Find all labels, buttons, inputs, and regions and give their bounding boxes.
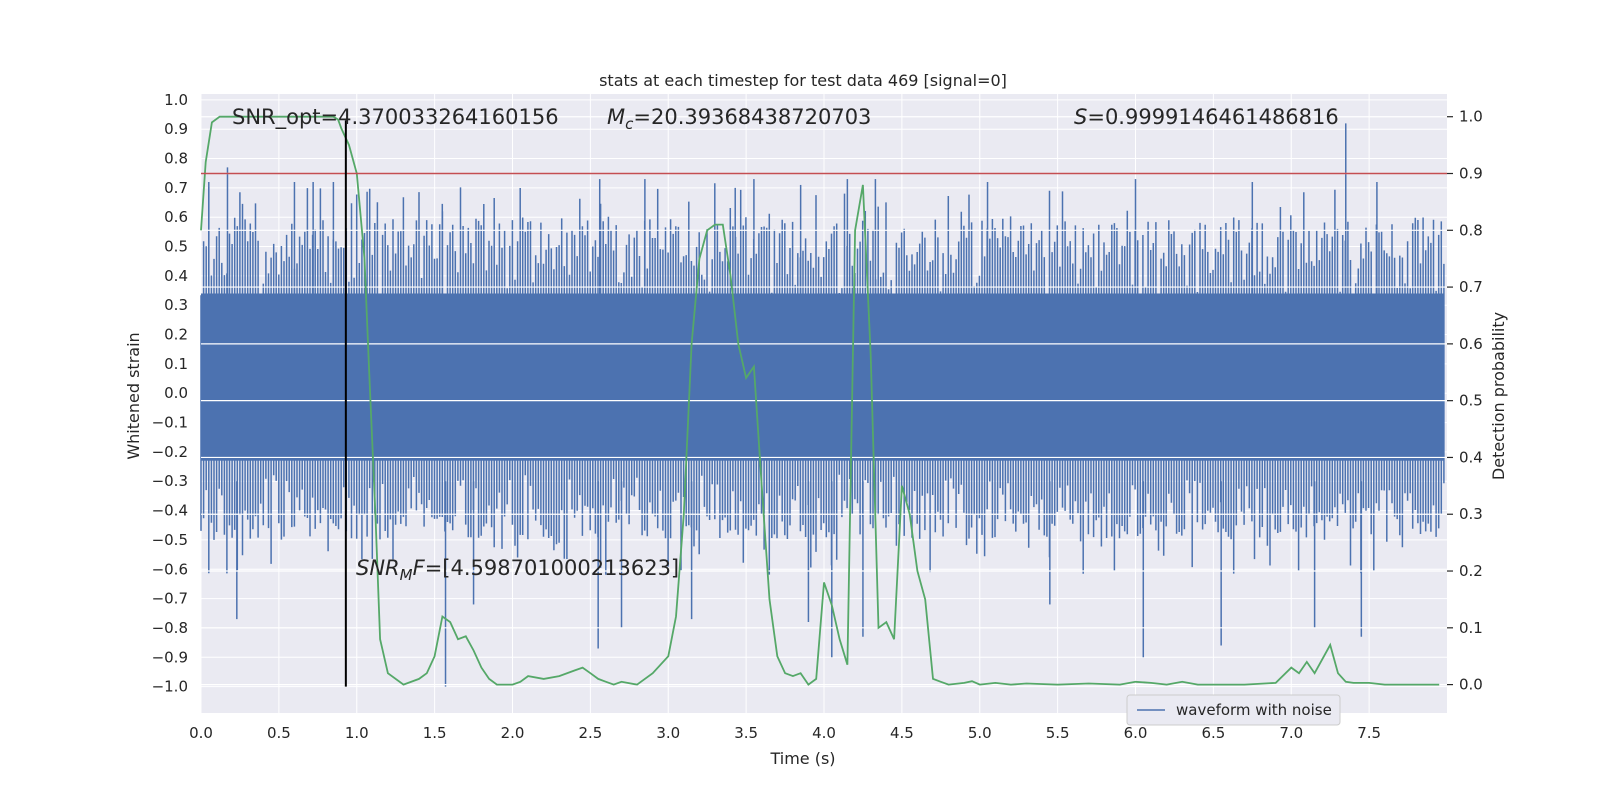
- snr-mf-f: F: [413, 556, 426, 580]
- y-left-tick-label: 1.0: [164, 91, 188, 109]
- y-right-tick-label: 0.9: [1459, 165, 1483, 183]
- y-right-tick-label: 0.8: [1459, 221, 1483, 239]
- waveform-dense-band: [201, 293, 1444, 461]
- y-left-tick-label: −0.4: [152, 502, 188, 520]
- chart-title: stats at each timestep for test data 469…: [599, 71, 1007, 90]
- y-left-tick-label: 0.7: [164, 179, 188, 197]
- y-left-tick-label: 0.9: [164, 120, 188, 138]
- x-tick-label: 0.0: [189, 724, 213, 742]
- y-right-tick-label: 0.4: [1459, 448, 1483, 466]
- x-axis-ticks: 0.0 0.5 1.0 1.5 2.0 2.5 3.0 3.5 4.0 4.5 5.0 5.5 6.0 6…: [189, 724, 1381, 742]
- y-right-tick-label: 0.7: [1459, 278, 1483, 296]
- y-left-tick-label: −1.0: [152, 678, 188, 696]
- y-right-tick-label: 0.3: [1459, 505, 1483, 523]
- s-symbol: S: [1074, 105, 1087, 129]
- y-left-tick-label: −0.5: [152, 531, 188, 549]
- x-tick-label: 5.0: [968, 724, 992, 742]
- x-tick-label: 7.5: [1357, 724, 1381, 742]
- y-left-tick-label: −0.8: [152, 619, 188, 637]
- snr-mf-symbol: SNR: [356, 556, 400, 580]
- x-tick-label: 1.5: [423, 724, 447, 742]
- y-right-tick-label: 0.6: [1459, 335, 1483, 353]
- y-left-tick-label: 0.0: [164, 384, 188, 402]
- y-left-tick-label: 0.2: [164, 326, 188, 344]
- y-left-tick-label: −0.7: [152, 590, 188, 608]
- legend: waveform with noise: [1126, 694, 1341, 726]
- x-tick-label: 2.0: [501, 724, 525, 742]
- x-tick-label: 2.5: [578, 724, 602, 742]
- x-tick-label: 4.5: [890, 724, 914, 742]
- y-left-tick-label: −0.6: [152, 560, 188, 578]
- y-left-tick-label: 0.5: [164, 238, 188, 256]
- detection-probability-series: [200, 115, 1440, 686]
- y-left-tick-label: 0.8: [164, 150, 188, 168]
- y-left-tick-label: 0.1: [164, 355, 188, 373]
- y-left-axis-label: Whitened strain: [124, 332, 143, 459]
- y-right-tick-label: 0.5: [1459, 392, 1483, 410]
- y-right-tick-label: 1.0: [1459, 108, 1483, 126]
- snr-mf-annotation: SNRMF=[4.598701000213623]: [356, 556, 679, 584]
- x-tick-label: 4.0: [812, 724, 836, 742]
- y-right-axis-ticks: 1.0 0.9 0.8 0.7 0.6 0.5 0.4 0.3 0.2 0.1 0.0: [1447, 108, 1483, 694]
- snr-opt-annotation: SNR_opt=4.370033264160156: [232, 105, 559, 130]
- y-left-tick-label: −0.9: [152, 648, 188, 666]
- mc-value: =20.39368438720703: [633, 105, 871, 129]
- y-left-tick-label: −0.2: [152, 443, 188, 461]
- y-right-tick-label: 0.1: [1459, 619, 1483, 637]
- x-tick-label: 0.5: [267, 724, 291, 742]
- x-tick-label: 6.0: [1124, 724, 1148, 742]
- s-value: =0.9999146461486816: [1087, 105, 1338, 129]
- y-left-tick-label: 0.6: [164, 208, 188, 226]
- x-tick-label: 7.0: [1279, 724, 1303, 742]
- mc-symbol: M: [607, 105, 625, 129]
- x-tick-label: 3.0: [656, 724, 680, 742]
- x-tick-label: 3.5: [734, 724, 758, 742]
- y-right-tick-label: 0.0: [1459, 676, 1483, 694]
- x-tick-label: 1.0: [345, 724, 369, 742]
- y-left-axis-ticks: 1.0 0.9 0.8 0.7 0.6 0.5 0.4 0.3 0.2 0.1 0.0 −0.1 −0.…: [152, 91, 188, 696]
- y-left-tick-label: 0.3: [164, 296, 188, 314]
- snr-mf-value: =[4.598701000213623]: [425, 556, 679, 580]
- y-right-tick-label: 0.2: [1459, 562, 1483, 580]
- x-tick-label: 5.5: [1046, 724, 1070, 742]
- chirp-mass-annotation: Mc=20.39368438720703: [607, 105, 871, 133]
- legend-label-waveform: waveform with noise: [1176, 701, 1332, 719]
- legend-box: [1126, 694, 1341, 726]
- x-tick-label: 6.5: [1201, 724, 1225, 742]
- snr-mf-subscript: M: [400, 566, 413, 584]
- detection-probability-line: [200, 115, 1440, 686]
- y-left-tick-label: −0.3: [152, 472, 188, 490]
- y-right-axis-label: Detection probability: [1489, 312, 1508, 480]
- y-left-tick-label: −0.1: [152, 414, 188, 432]
- mc-subscript: c: [625, 115, 634, 133]
- y-left-tick-label: 0.4: [164, 267, 188, 285]
- x-axis-label: Time (s): [769, 749, 835, 768]
- waveform-series: [200, 123, 1445, 687]
- s-annotation: S=0.9999146461486816: [1074, 105, 1339, 129]
